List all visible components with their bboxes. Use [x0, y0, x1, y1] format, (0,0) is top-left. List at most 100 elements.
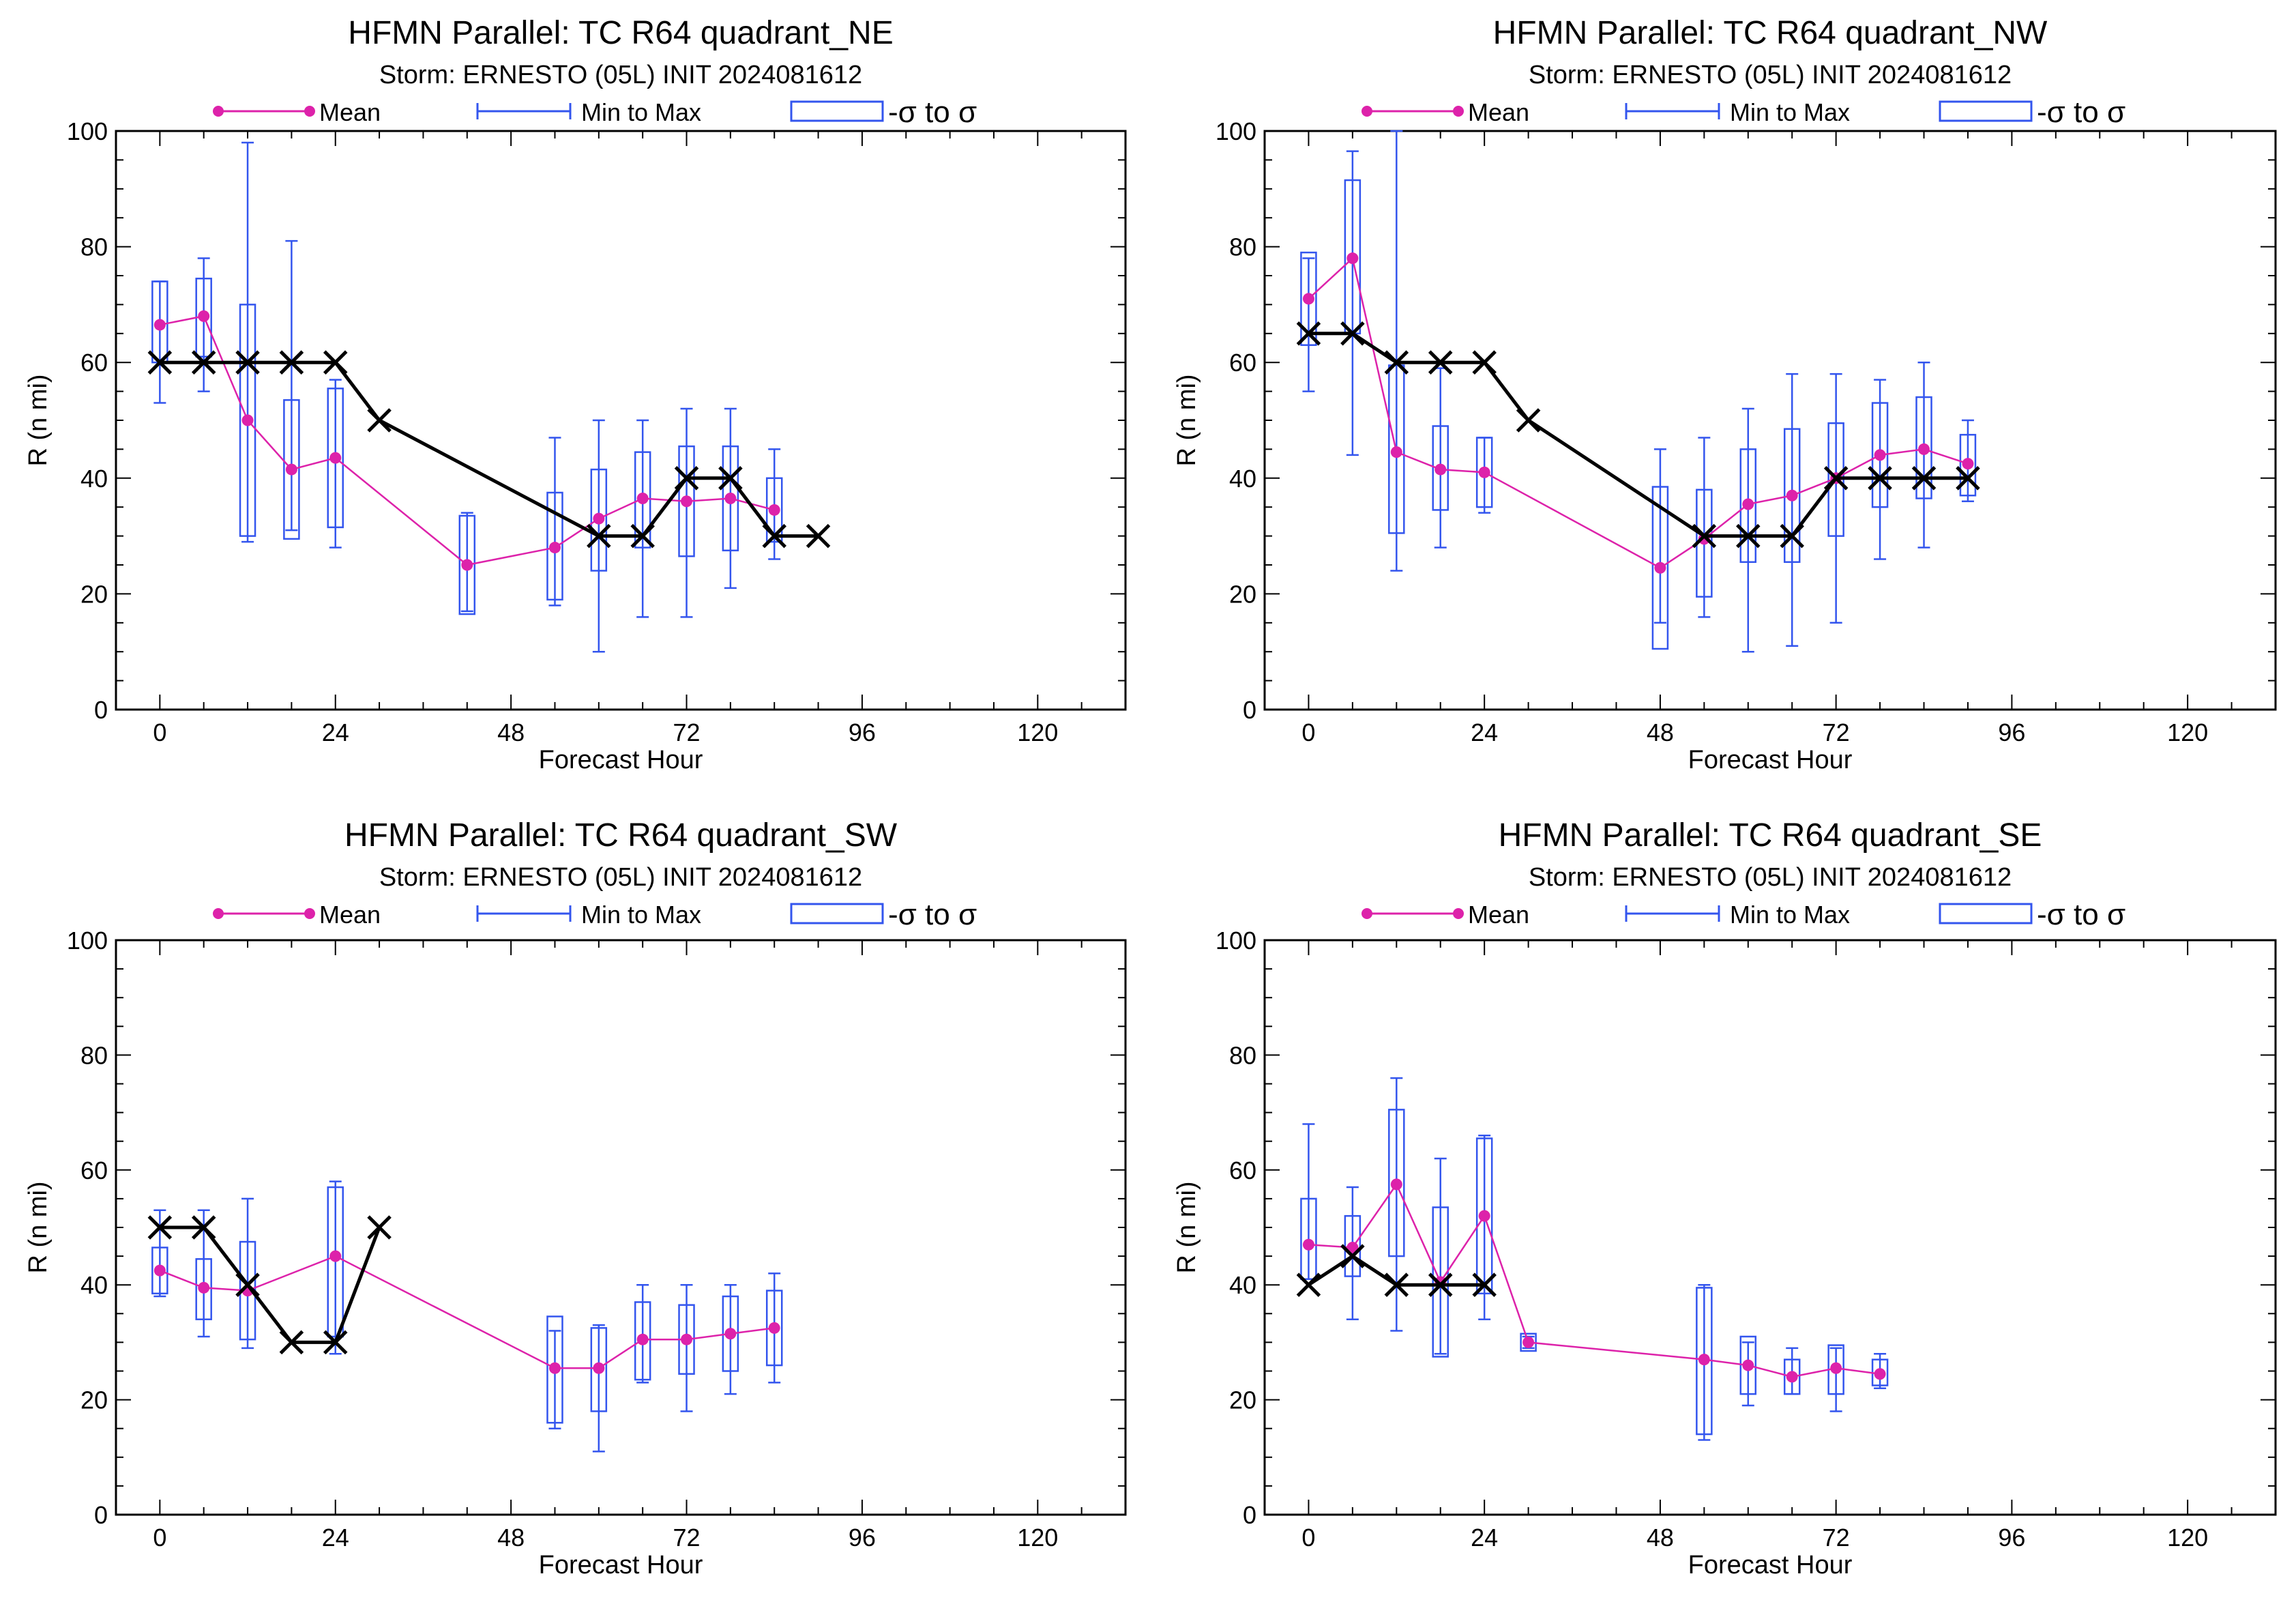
sigma-box	[1871, 402, 1889, 508]
sigma-box	[590, 468, 608, 572]
legend-sigma-label: -σ to σ	[888, 898, 977, 931]
mean-point	[1830, 1362, 1842, 1374]
mean-point	[1918, 443, 1930, 455]
y-tick-label: 40	[80, 1271, 108, 1299]
best-track-marker	[235, 350, 260, 375]
plot-frame	[115, 939, 1127, 1516]
mean-point	[1346, 1241, 1359, 1253]
x-tick-label: 0	[153, 718, 166, 746]
legend-mean-label: Mean	[1468, 98, 1529, 126]
sigma-box	[1300, 1197, 1317, 1281]
y-tick-label: 80	[1229, 1041, 1256, 1069]
best-track-marker	[674, 466, 699, 491]
mean-point	[241, 414, 254, 426]
mean-point	[636, 492, 649, 504]
best-track-marker	[806, 523, 831, 549]
y-tick-label: 60	[1229, 1156, 1256, 1184]
best-track-marker	[147, 350, 173, 375]
y-tick-label: 20	[80, 1386, 108, 1414]
sigma-box	[327, 388, 344, 529]
mean-point	[329, 452, 342, 464]
sigma-box	[1783, 1358, 1801, 1395]
y-tick-label: 20	[1229, 1386, 1256, 1414]
legend-minmax-label: Min to Max	[1730, 98, 1850, 126]
legend-mean-label: Mean	[1468, 901, 1529, 929]
sigma-box	[195, 1258, 212, 1320]
best-track-marker	[191, 1215, 216, 1240]
x-tick-label: 24	[322, 1524, 349, 1552]
y-tick-label: 20	[1229, 580, 1256, 608]
sigma-box	[1739, 448, 1757, 564]
legend-mean-dot-right	[304, 908, 315, 919]
legend: Mean Min to Max -σ to σ	[213, 96, 977, 129]
x-tick-label: 72	[673, 718, 700, 746]
mean-point	[548, 1362, 561, 1374]
mean-point	[461, 559, 473, 571]
x-tick-label: 120	[1017, 718, 1058, 746]
y-tick-label: 80	[1229, 233, 1256, 261]
legend-mean-dot-left	[1362, 908, 1372, 919]
chart-title: HFMN Parallel: TC R64 quadrant_NE	[348, 15, 893, 51]
x-tick-label: 96	[849, 718, 876, 746]
plot-frame	[115, 130, 1127, 711]
best-track-marker	[1736, 523, 1761, 549]
y-tick-label: 0	[94, 696, 108, 724]
mean-point	[724, 492, 737, 504]
legend-mean-label: Mean	[319, 98, 381, 126]
sigma-box	[722, 1295, 739, 1372]
mean-point	[1874, 449, 1886, 461]
best-track-marker	[630, 523, 655, 549]
y-tick-label: 100	[1216, 117, 1256, 145]
sigma-box	[546, 491, 563, 601]
sigma-box	[1475, 1137, 1493, 1295]
sigma-box	[151, 1247, 168, 1295]
best-track-marker	[1296, 321, 1321, 346]
best-track-marker	[1472, 1272, 1497, 1297]
x-tick-label: 96	[1998, 1524, 2025, 1552]
sigma-box	[765, 1290, 783, 1367]
x-tick-label: 24	[322, 718, 349, 746]
sigma-box	[458, 514, 476, 615]
y-axis-label: R (n mi)	[1173, 374, 1201, 466]
mean-point	[681, 1333, 693, 1345]
x-tick-label: 48	[497, 718, 525, 746]
y-tick-label: 0	[1243, 1501, 1256, 1529]
mean-point	[1390, 1178, 1402, 1191]
mean-point	[198, 1281, 210, 1294]
best-track-marker	[1911, 466, 1937, 491]
best-track-line	[160, 360, 819, 538]
sigma-box	[1651, 486, 1669, 650]
mean-line	[1308, 257, 1969, 569]
legend: Mean Min to Max -σ to σ	[1362, 96, 2125, 129]
y-axis-label: R (n mi)	[1173, 1181, 1201, 1273]
mean-point	[1874, 1368, 1886, 1380]
y-tick-label: 40	[80, 465, 108, 493]
best-track-marker	[1384, 350, 1409, 375]
best-track-marker	[1472, 350, 1497, 375]
best-track-line	[1308, 332, 1968, 538]
mean-point	[153, 1264, 166, 1277]
mean-point	[1742, 1359, 1754, 1371]
mean-line	[159, 1255, 775, 1369]
mean-point	[724, 1328, 737, 1340]
x-tick-label: 120	[2167, 718, 2208, 746]
mean-point	[1654, 562, 1666, 574]
best-track-marker	[1823, 466, 1849, 491]
best-track-marker	[1956, 466, 1980, 491]
y-axis-label: R (n mi)	[24, 1181, 53, 1273]
legend-sigma-box	[1939, 100, 2033, 122]
best-track-marker	[1340, 1244, 1365, 1268]
y-tick-label: 100	[1216, 927, 1256, 955]
mean-point	[636, 1333, 649, 1345]
best-track-marker	[323, 350, 348, 375]
best-track-marker	[1428, 350, 1453, 375]
best-track-marker	[367, 408, 392, 433]
sigma-box	[590, 1327, 608, 1412]
chart-title: HFMN Parallel: TC R64 quadrant_SW	[344, 817, 898, 854]
sigma-box	[1959, 433, 1977, 497]
mean-line	[160, 315, 775, 566]
y-tick-label: 100	[67, 117, 108, 145]
legend-mean-dot-left	[213, 106, 224, 117]
x-tick-label: 48	[497, 1524, 525, 1552]
